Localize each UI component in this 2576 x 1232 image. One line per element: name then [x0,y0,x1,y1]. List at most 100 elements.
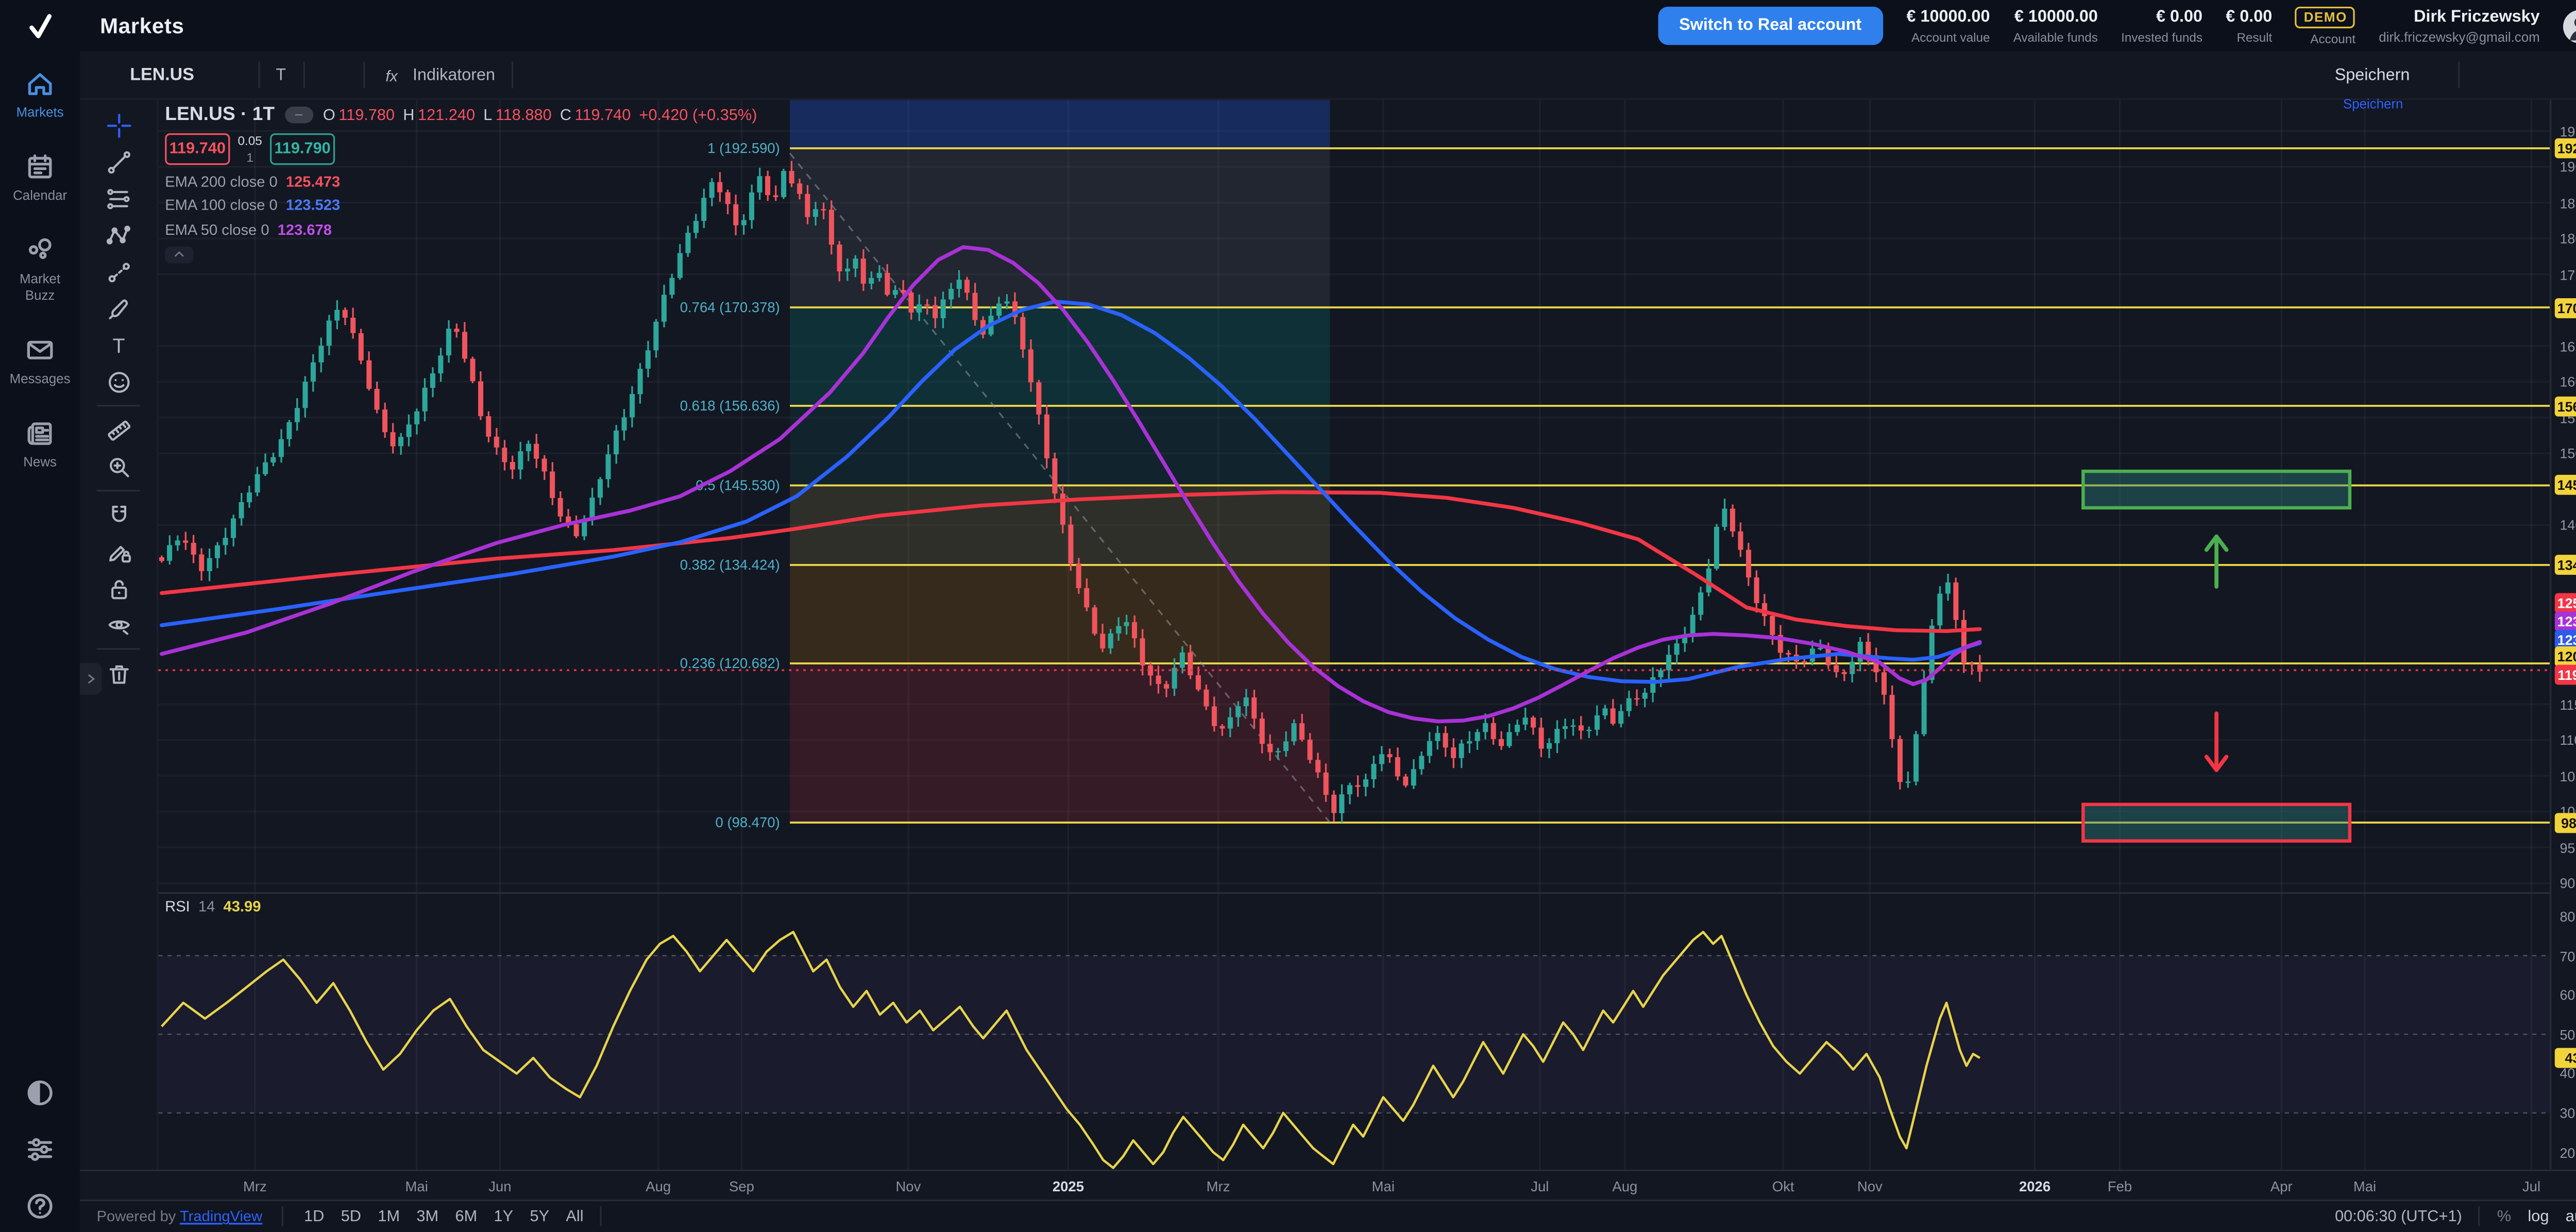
tool-text[interactable]: T [95,327,142,363]
home-icon [23,66,57,100]
symbol-search-button[interactable]: LEN.US [93,59,199,91]
indicators-button[interactable]: fx Indikatoren [376,59,500,91]
tradingview-link[interactable]: TradingView [179,1208,263,1225]
buy-button[interactable]: 119.790 [270,133,335,165]
ema-legend-row[interactable]: EMA 200 close 0 125.473 [165,172,341,190]
ohlc-values: O 119.780 H 121.240 L 118.880 C 119.740 +0.420 (… [323,106,757,124]
sidebar-item-messages[interactable]: Messages [0,318,80,401]
tool-crosshair[interactable] [95,107,142,143]
sidebar-item-news[interactable]: News [0,401,80,485]
spread-info: 0.05 1 [230,133,270,165]
svg-text:fx: fx [385,67,398,84]
tool-fiblines[interactable] [95,180,142,216]
range-1Y[interactable]: 1Y [494,1207,514,1226]
tool-magnet[interactable] [95,497,142,533]
tool-brush[interactable] [95,290,142,327]
user-name: Dirk Friczewsky [2414,7,2540,26]
tool-emoji[interactable] [95,363,142,400]
tool-trash[interactable] [95,655,142,691]
svg-text:0.236 (120.682): 0.236 (120.682) [680,655,780,671]
range-All[interactable]: All [566,1207,584,1226]
tool-xabcd[interactable] [95,217,142,253]
log-scale-button[interactable]: log [2528,1207,2549,1226]
calendar-icon [23,150,57,184]
snapshot-button[interactable] [2565,59,2576,91]
go-to-date-button[interactable] [602,1202,635,1231]
range-6M[interactable]: 6M [455,1207,478,1226]
account-stat: € 0.00 Result [2226,7,2273,44]
axis-value-label: 123.678 [2554,611,2576,631]
sidebar-item-calendar[interactable]: Calendar [0,135,80,219]
range-5Y[interactable]: 5Y [530,1207,550,1226]
price-axis[interactable]: 195.000190.000185.000180.000175.000165.0… [2550,100,2576,1170]
indicators-label: Indikatoren [412,65,496,84]
save-button[interactable]: Speichern Speichern [2330,59,2447,111]
fib-axis-label: 192.590 [2554,138,2576,159]
redo-button[interactable] [572,59,607,91]
ema-legend-row[interactable]: EMA 100 close 0 123.523 [165,196,341,214]
compare-add-button[interactable] [211,59,246,91]
contrast-icon[interactable] [23,1075,57,1109]
auto-scale-button[interactable]: auto [2565,1207,2576,1226]
range-buttons: 1D 5D 1M 3M 6M 1Y 5Y All [304,1207,584,1226]
account-stat: € 10000.00 Available funds [2013,7,2098,44]
clock[interactable]: 00:06:30 (UTC+1) [2334,1207,2462,1226]
bottom-toolbar: Powered by TradingView 1D 5D 1M 3M 6M 1Y 5Y All… [80,1199,2576,1232]
rsi-name[interactable]: RSI [165,898,190,915]
range-3M[interactable]: 3M [416,1207,439,1226]
toolbar-expander[interactable] [80,663,102,695]
range-1D[interactable]: 1D [304,1207,325,1226]
chart-canvas[interactable]: 1 (192.590) 0.764 (170.378) 0.618 (156.636… [80,100,2576,1200]
layout-button[interactable] [2283,59,2318,91]
tool-unlock[interactable] [95,570,142,606]
powered-by: Powered by TradingView [96,1208,263,1225]
fib-axis-label: 134.424 [2554,555,2576,575]
app-logo[interactable] [0,0,80,52]
help-icon[interactable] [23,1189,57,1222]
rsi-legend: RSI 14 43.99 [165,898,261,914]
user-email: dirk.friczewsky@gmail.com [2379,29,2540,44]
time-axis[interactable]: Mrz Mai Jun Aug Sep Nov 2025 Mrz Mai Jul Aug Okt Nov… [80,1169,2576,1200]
news-icon [23,416,57,450]
fx-icon: fx [381,62,406,88]
undo-button[interactable] [525,59,560,91]
user-info: Dirk Friczewsky dirk.friczewsky@gmail.co… [2379,8,2539,44]
svg-text:0.5 (145.530): 0.5 (145.530) [696,477,780,493]
tool-eyeoff[interactable] [95,606,142,643]
tool-ruler[interactable] [95,412,142,448]
account-stat: € 10000.00 Account value [1906,7,1990,44]
spread-value: 0.05 [238,133,262,148]
sliders-icon[interactable] [23,1132,57,1166]
tool-trend[interactable] [95,143,142,180]
percent-scale-button[interactable]: % [2497,1207,2512,1226]
tool-forecast[interactable] [95,253,142,290]
sell-button[interactable]: 119.740 [165,133,230,165]
avatar[interactable] [2563,9,2576,43]
tool-zoomin[interactable] [95,448,142,485]
fib-axis-label: 170.378 [2554,297,2576,318]
chart-type-button[interactable] [316,59,351,91]
settings-button[interactable] [2518,59,2553,91]
legend-symbol[interactable]: LEN.US · 1T [165,105,275,125]
hide-symbol-icon[interactable]: – [284,107,313,124]
range-5D[interactable]: 5D [341,1207,362,1226]
account-type: DEMO Account [2295,6,2355,46]
fib-axis-label: 156.636 [2554,396,2576,416]
interval-button[interactable]: T [276,65,286,84]
buzz-icon [23,234,57,267]
tool-drawlock[interactable] [95,533,142,570]
sidebar-item-markets[interactable]: Markets [0,52,80,135]
svg-text:0.764 (170.378): 0.764 (170.378) [680,299,780,315]
range-1M[interactable]: 1M [378,1207,400,1226]
quick-search-button[interactable] [2471,59,2506,91]
axis-value-label: 123.523 [2554,629,2576,649]
ema-legend-row[interactable]: EMA 50 close 0 123.678 [165,220,332,237]
legend-collapse-button[interactable] [165,246,194,263]
page-title: Markets [100,13,184,39]
axis-value-label: 120.682 [2554,646,2576,666]
svg-text:T: T [112,334,124,356]
switch-to-real-account-button[interactable]: Switch to Real account [1657,6,1884,45]
chart-area: LEN.US T fx Indikatoren Speiche [80,52,2576,1232]
price-chart[interactable]: 1 (192.590) 0.764 (170.378) 0.618 (156.636… [80,100,2576,1170]
sidebar-item-market-buzz[interactable]: Market Buzz [0,219,80,318]
